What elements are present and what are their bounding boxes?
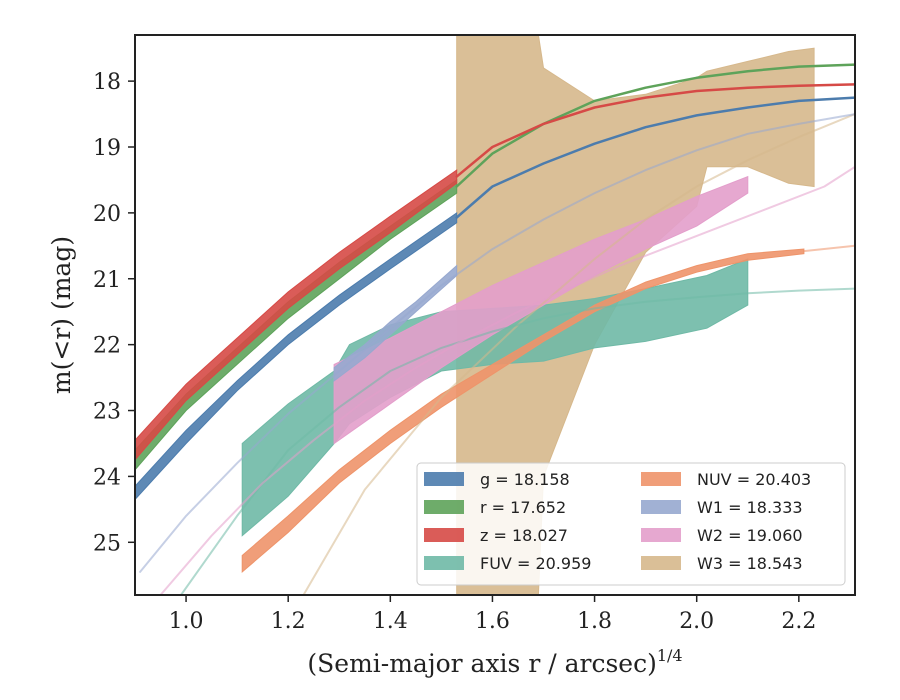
legend-swatch-W3	[641, 556, 681, 570]
legend-label-W1: W1 = 18.333	[697, 498, 803, 517]
y-tick-label: 24	[93, 465, 121, 490]
legend-label-W2: W2 = 19.060	[697, 526, 803, 545]
legend-swatch-FUV	[424, 556, 464, 570]
model-line-W1	[139, 113, 855, 573]
y-tick-label: 25	[93, 531, 121, 556]
y-tick-label: 22	[93, 334, 121, 359]
bands-layer	[135, 35, 815, 595]
y-tick-label: 18	[93, 70, 121, 95]
band-z	[135, 169, 458, 461]
y-tick-label: 21	[93, 268, 121, 293]
legend-swatch-W1	[641, 500, 681, 514]
legend-label-FUV: FUV = 20.959	[480, 554, 591, 573]
legend-label-g: g = 18.158	[480, 470, 570, 489]
y-tick-label: 23	[93, 400, 121, 425]
legend-label-W3: W3 = 18.543	[697, 554, 803, 573]
model-line-W2	[159, 165, 855, 595]
band-g	[135, 211, 458, 501]
models-layer	[139, 63, 855, 595]
band-NUV	[241, 248, 805, 573]
legend-label-r: r = 17.652	[480, 498, 566, 517]
legend-swatch-r	[424, 500, 464, 514]
y-axis: 18 19 20 21 22 23 24 25	[93, 70, 135, 556]
x-axis-title-main: (Semi-major axis r / arcsec)	[307, 649, 656, 678]
x-tick-label: 1.8	[577, 609, 612, 634]
x-tick-label: 2.2	[781, 609, 816, 634]
model-line-r	[455, 63, 855, 188]
x-axis: 1.0 1.2 1.4 1.6 1.8 2.0 2.2	[169, 595, 816, 634]
legend-swatch-g	[424, 472, 464, 486]
plot-frame	[134, 34, 856, 596]
legend-swatch-NUV	[641, 472, 681, 486]
y-tick-label: 20	[93, 202, 121, 227]
legend-frame	[416, 462, 846, 586]
x-tick-label: 1.6	[475, 609, 510, 634]
x-tick-label: 1.2	[271, 609, 306, 634]
legend-label-NUV: NUV = 20.403	[697, 470, 811, 489]
band-W2	[333, 175, 749, 445]
legend-swatch-W2	[641, 528, 681, 542]
model-line-W3	[302, 113, 855, 595]
model-line-g	[455, 96, 855, 219]
model-line-FUV	[180, 287, 855, 595]
legend-swatch-z	[424, 528, 464, 542]
y-tick-label: 19	[93, 136, 121, 161]
model-line-z	[455, 83, 855, 178]
legend-label-z: z = 18.027	[480, 526, 568, 545]
x-tick-label: 1.0	[169, 609, 204, 634]
x-tick-label: 1.4	[373, 609, 408, 634]
x-axis-title-superscript: 1/4	[657, 646, 683, 665]
x-tick-label: 2.0	[679, 609, 714, 634]
legend: g = 18.158 NUV = 20.403 r = 17.652 W1 = 18.…	[416, 462, 846, 586]
model-line-NUV	[802, 244, 855, 253]
x-axis-title: (Semi-major axis r / arcsec)1/4	[307, 646, 682, 678]
y-axis-title: m(<r) (mag)	[47, 236, 76, 394]
